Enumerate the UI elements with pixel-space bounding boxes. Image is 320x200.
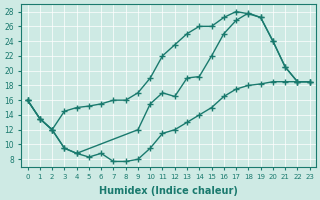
X-axis label: Humidex (Indice chaleur): Humidex (Indice chaleur): [99, 186, 238, 196]
